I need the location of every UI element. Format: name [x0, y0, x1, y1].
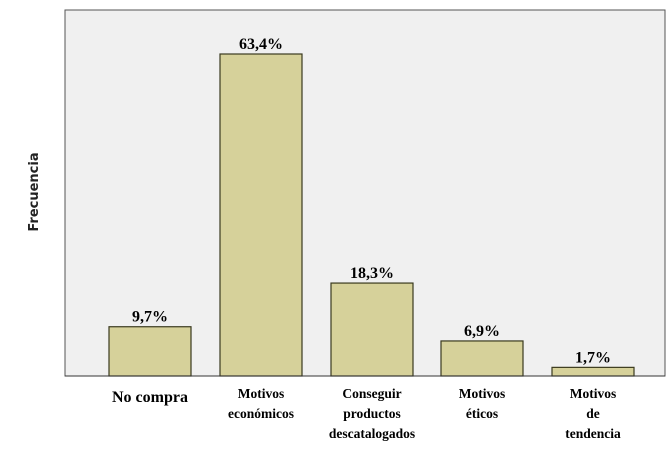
- bar-4: [551, 366, 635, 377]
- x-tick-line: Motivos: [238, 386, 285, 401]
- bar-2: [330, 282, 414, 377]
- bar-0: [108, 326, 192, 377]
- x-tick-line: éticos: [466, 406, 498, 421]
- data-label-1: 63,4%: [239, 36, 283, 53]
- x-tick-label-1: Motivos económicos: [228, 386, 294, 421]
- data-label-4: 1,7%: [575, 349, 611, 366]
- data-labels-group: 9,7% 63,4% 18,3% 6,9% 1,7%: [132, 36, 611, 366]
- x-tick-line: tendencia: [565, 426, 621, 441]
- x-tick-line: económicos: [228, 406, 294, 421]
- x-tick-label-2: Conseguir productos descatalogados: [329, 386, 415, 441]
- x-tick-line: descatalogados: [329, 426, 415, 441]
- x-tick-labels-group: No compra Motivos económicos Conseguir produ…: [112, 386, 621, 441]
- data-label-2: 18,3%: [350, 265, 394, 282]
- x-tick-line: productos: [343, 406, 401, 421]
- x-tick-line: Conseguir: [342, 386, 401, 401]
- x-tick-line: Motivos: [570, 386, 617, 401]
- x-tick-line: de: [586, 406, 600, 421]
- x-tick-label-4: Motivos de tendencia: [565, 386, 621, 441]
- bar-3: [440, 340, 524, 377]
- data-label-0: 9,7%: [132, 309, 168, 326]
- x-tick-label-0: No compra: [112, 389, 188, 406]
- x-tick-line: Motivos: [459, 386, 506, 401]
- x-tick-line: No compra: [112, 389, 188, 406]
- bars-group: [108, 53, 635, 377]
- y-axis-label: Frecuencia: [27, 152, 42, 231]
- x-tick-label-3: Motivos éticos: [459, 386, 506, 421]
- data-label-3: 6,9%: [464, 323, 500, 340]
- bar-1: [219, 53, 303, 377]
